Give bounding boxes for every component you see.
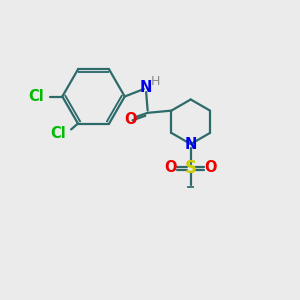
Text: N: N [184, 136, 197, 152]
Text: O: O [205, 160, 217, 175]
Text: O: O [124, 112, 137, 127]
Text: H: H [151, 75, 160, 88]
Text: S: S [185, 159, 197, 177]
Text: Cl: Cl [29, 89, 44, 104]
Text: N: N [140, 80, 152, 95]
Text: O: O [164, 160, 177, 175]
Text: Cl: Cl [50, 126, 66, 141]
